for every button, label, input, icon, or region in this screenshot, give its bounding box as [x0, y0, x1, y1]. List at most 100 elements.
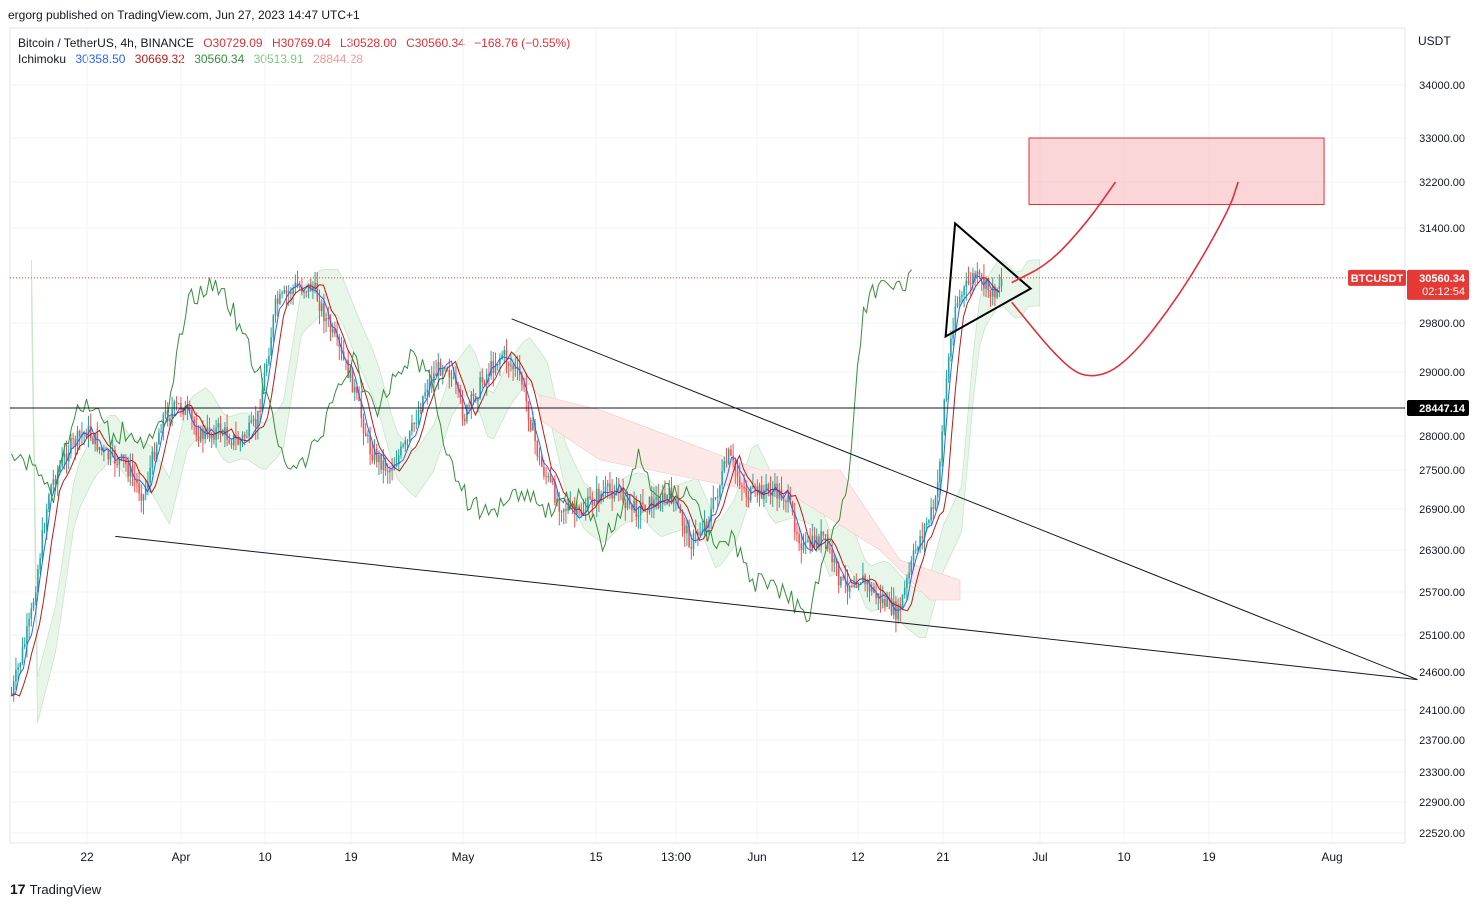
candle-body	[776, 483, 778, 499]
candle-body	[919, 536, 921, 548]
candle-body	[914, 549, 917, 551]
candle-body	[274, 298, 277, 316]
candle-body	[930, 507, 932, 521]
candle-body	[745, 488, 748, 498]
candle-body	[494, 365, 497, 374]
ichimoku-kijun-value: 30669.32	[134, 52, 185, 66]
candle-body	[131, 466, 134, 477]
candle-body	[747, 497, 750, 501]
candle-body	[175, 401, 178, 404]
candle-body	[114, 450, 116, 464]
candle-body	[45, 509, 48, 530]
candle-body	[976, 271, 979, 279]
candle-body	[989, 290, 992, 297]
candle-body	[325, 317, 327, 322]
candle-body	[578, 506, 580, 510]
candle-body	[587, 496, 589, 510]
candle-body	[230, 443, 233, 446]
candle-body	[554, 481, 556, 503]
candle-body	[360, 401, 363, 418]
candle-body	[171, 409, 173, 419]
candle-body	[936, 482, 939, 498]
candle-body	[512, 365, 514, 370]
price-tick-label: 27500.00	[1419, 465, 1465, 477]
candle-body	[149, 467, 151, 483]
candle-body	[268, 355, 270, 364]
candle-body	[290, 292, 292, 294]
candle-body	[646, 511, 649, 513]
candle-body	[549, 475, 552, 481]
time-axis[interactable]: 22 Apr 10 19 May 15 13:00 Jun 12 21 Jul 10 19 Aug	[80, 850, 1342, 864]
candle-body	[870, 586, 873, 592]
trendline[interactable]	[115, 535, 1418, 681]
candle-body	[153, 451, 156, 460]
price-axis[interactable]: 34000.00 33000.00 32200.00 31400.00 29800.00…	[1419, 80, 1465, 840]
candle-body	[890, 598, 893, 615]
candle-body	[965, 280, 968, 288]
candle-body	[908, 572, 910, 578]
candle-body	[831, 549, 833, 563]
candle-body	[173, 401, 176, 410]
candle-body	[98, 447, 101, 451]
ohlc-open: O30729.09	[203, 36, 263, 50]
candle-body	[483, 381, 486, 385]
candle-body	[415, 422, 418, 424]
candle-body	[228, 439, 231, 444]
candle-body	[65, 453, 68, 462]
candle-body	[408, 431, 411, 441]
candle-body	[767, 484, 770, 490]
candle-body	[96, 433, 99, 451]
candle-body	[848, 585, 851, 592]
tenkan-line	[11, 275, 1000, 695]
candle-body	[488, 374, 490, 376]
projection-path[interactable]	[1011, 181, 1117, 284]
candle-body	[664, 492, 666, 500]
projection-path[interactable]	[1011, 181, 1239, 377]
candle-body	[259, 410, 261, 412]
candle-body	[63, 453, 66, 458]
chart-legend: Bitcoin / TetherUS, 4h, BINANCE O30729.0…	[18, 35, 576, 67]
target-zone[interactable]	[1028, 137, 1325, 205]
candle-body	[12, 681, 15, 695]
time-tick-label: 13:00	[661, 850, 691, 864]
candle-body	[147, 482, 149, 489]
level-price-tag	[1407, 400, 1469, 416]
candle-body	[719, 485, 721, 497]
candle-body	[419, 410, 422, 412]
candle-body	[650, 496, 653, 508]
candle-body	[43, 529, 46, 531]
candle-body	[129, 466, 132, 477]
time-tick-label: 10	[258, 850, 272, 864]
triangle-pattern[interactable]	[944, 221, 1033, 339]
symbol-legend-row[interactable]: Bitcoin / TetherUS, 4h, BINANCE O30729.0…	[18, 35, 576, 51]
footer-brand[interactable]: 17 TradingView	[10, 881, 101, 897]
candle-body	[426, 389, 429, 393]
candle-body	[921, 536, 924, 539]
candle-body	[582, 512, 585, 515]
candle-body	[683, 525, 686, 534]
candle-body	[74, 439, 77, 447]
candle-body	[666, 495, 668, 500]
candle-body	[17, 667, 19, 670]
candle-body	[433, 373, 435, 383]
candle-body	[59, 466, 61, 472]
candlesticks	[10, 262, 1003, 702]
candle-body	[208, 427, 211, 439]
candle-body	[978, 271, 981, 275]
candle-body	[910, 560, 913, 573]
candle-body	[334, 328, 336, 334]
candle-body	[463, 418, 466, 422]
candle-body	[668, 488, 671, 496]
tradingview-logo-icon: 17	[10, 881, 26, 897]
symbol-description: Bitcoin / TetherUS, 4h, BINANCE	[18, 36, 194, 50]
trendline[interactable]	[511, 318, 1418, 681]
candle-body	[969, 283, 972, 285]
candle-body	[270, 337, 272, 356]
candle-body	[736, 470, 739, 477]
candle-body	[23, 644, 26, 647]
candle-body	[912, 550, 915, 561]
candle-body	[716, 496, 719, 498]
bar-countdown-text: 02:12:54	[1422, 286, 1465, 298]
level-price-text: 28447.14	[1419, 403, 1466, 415]
